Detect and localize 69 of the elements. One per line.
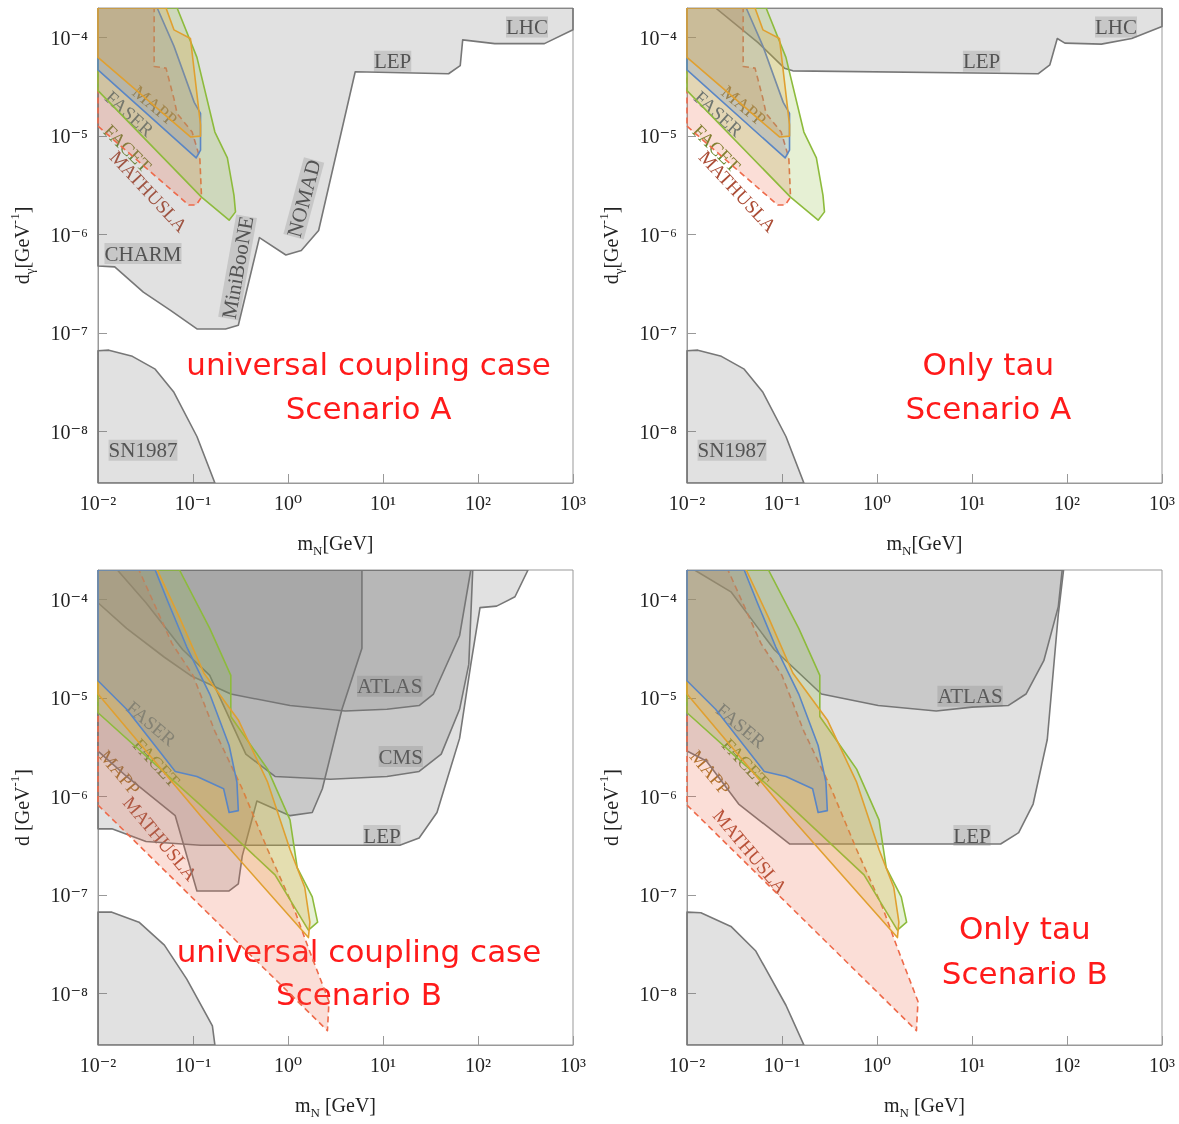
x-tick-label: 10⁻² bbox=[79, 1054, 117, 1076]
x-tick-label: 10³ bbox=[560, 1054, 586, 1076]
y-tick-label: 10⁻⁴ bbox=[50, 588, 89, 611]
annotation: LHC bbox=[1095, 15, 1137, 40]
y-tick-label: 10⁻⁴ bbox=[639, 26, 678, 49]
annotation: Scenario A bbox=[285, 389, 452, 426]
x-tick-label: 10² bbox=[465, 492, 491, 514]
x-tick-label: 10² bbox=[1054, 492, 1080, 514]
x-tick-label: 10² bbox=[1054, 1054, 1080, 1076]
y-tick-label: 10⁻⁷ bbox=[639, 884, 678, 907]
x-tick-label: 10¹ bbox=[959, 1054, 985, 1076]
y-tick-label: 10⁻⁸ bbox=[50, 982, 89, 1005]
x-tick-label: 10² bbox=[465, 1054, 491, 1076]
x-tick-label: 10⁻¹ bbox=[763, 492, 801, 514]
y-tick-label: 10⁻⁵ bbox=[639, 687, 677, 710]
annotation: SN1987 bbox=[108, 438, 178, 463]
x-tick-label: 10⁻² bbox=[668, 492, 706, 514]
y-axis-title: d [GeV-1] bbox=[7, 769, 33, 846]
x-tick-label: 10⁰ bbox=[862, 492, 892, 514]
x-tick-label: 10⁰ bbox=[862, 1054, 892, 1076]
annotation: Scenario B bbox=[941, 954, 1108, 991]
x-tick-label: 10³ bbox=[1149, 1054, 1175, 1076]
y-tick-label: 10⁻⁷ bbox=[50, 322, 89, 345]
y-tick-label: 10⁻⁵ bbox=[50, 687, 88, 710]
y-tick-label: 10⁻⁶ bbox=[639, 223, 678, 246]
y-tick-label: 10⁻⁷ bbox=[639, 322, 678, 345]
annotation: LEP bbox=[373, 49, 412, 74]
annotation: Scenario A bbox=[905, 389, 1072, 426]
y-tick-label: 10⁻⁸ bbox=[639, 982, 678, 1005]
annotation: CHARM bbox=[104, 241, 182, 266]
x-tick-label: 10⁻² bbox=[668, 1054, 706, 1076]
x-tick-label: 10¹ bbox=[370, 492, 396, 514]
annotation: MiniBooNE bbox=[216, 214, 259, 321]
x-tick-label: 10¹ bbox=[370, 1054, 396, 1076]
y-tick-label: 10⁻⁵ bbox=[639, 125, 677, 148]
annotation: ATLAS bbox=[937, 684, 1003, 709]
y-axis-title: dγ[GeV-1] bbox=[596, 206, 626, 285]
y-tick-label: 10⁻⁴ bbox=[639, 588, 678, 611]
y-axis-title: d [GeV-1] bbox=[596, 769, 622, 846]
y-tick-label: 10⁻⁸ bbox=[639, 420, 678, 443]
y-tick-label: 10⁻⁶ bbox=[50, 223, 89, 246]
x-tick-label: 10⁻¹ bbox=[174, 1054, 212, 1076]
annotation: universal coupling case bbox=[186, 345, 551, 382]
y-axis-title: dγ[GeV-1] bbox=[7, 206, 37, 285]
x-tick-label: 10⁻² bbox=[79, 492, 117, 514]
y-tick-label: 10⁻⁶ bbox=[639, 785, 678, 808]
x-tick-label: 10¹ bbox=[959, 492, 985, 514]
x-tick-label: 10³ bbox=[1149, 492, 1175, 514]
annotation: LEP bbox=[962, 49, 1001, 74]
x-tick-label: 10⁰ bbox=[273, 1054, 303, 1076]
y-tick-label: 10⁻⁵ bbox=[50, 125, 88, 148]
x-tick-label: 10⁰ bbox=[273, 492, 303, 514]
annotation: LHC bbox=[506, 15, 548, 40]
y-tick-label: 10⁻⁸ bbox=[50, 420, 89, 443]
x-tick-label: 10³ bbox=[560, 492, 586, 514]
x-tick-label: 10⁻¹ bbox=[763, 1054, 801, 1076]
annotation: SN1987 bbox=[697, 438, 767, 463]
y-tick-label: 10⁻⁴ bbox=[50, 26, 89, 49]
y-tick-label: 10⁻⁶ bbox=[50, 785, 89, 808]
y-tick-label: 10⁻⁷ bbox=[50, 884, 89, 907]
annotation: LEP bbox=[363, 823, 401, 848]
annotation: universal coupling case bbox=[176, 932, 542, 969]
annotation: CMS bbox=[378, 744, 423, 769]
annotation: ATLAS bbox=[357, 674, 423, 699]
annotation: NOMAD bbox=[281, 156, 326, 240]
x-tick-label: 10⁻¹ bbox=[174, 492, 212, 514]
annotation: Only tau bbox=[958, 910, 1091, 947]
annotation: Only tau bbox=[922, 345, 1055, 382]
annotation: LEP bbox=[953, 823, 991, 848]
